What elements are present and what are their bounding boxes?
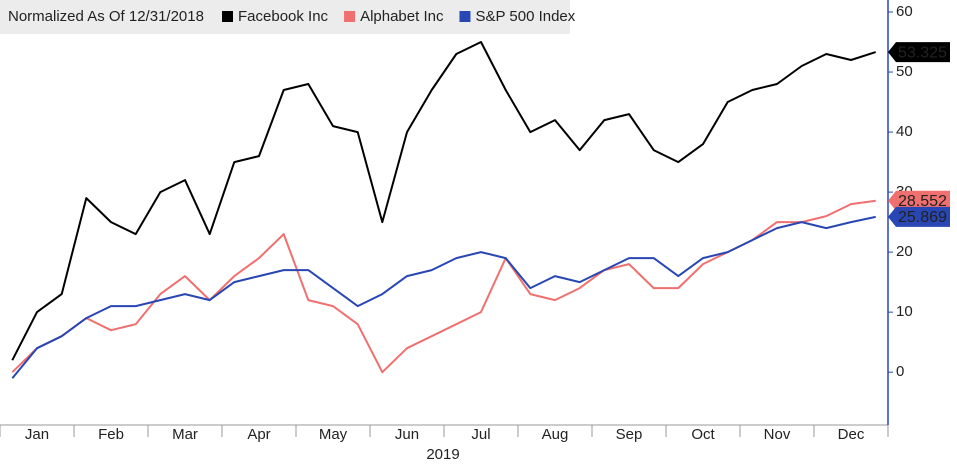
series-line — [11, 41, 877, 361]
legend-label: S&P 500 Index — [475, 8, 575, 25]
y-tick-label: 40 — [896, 123, 913, 140]
last-value-label: 28.552 — [898, 193, 947, 210]
last-value-label: 53.325 — [898, 44, 947, 61]
x-axis-label: 2019 — [426, 446, 459, 463]
x-tick-label: Jun — [395, 426, 419, 443]
x-tick-label: Mar — [172, 426, 198, 443]
x-tick-label: Jan — [25, 426, 49, 443]
series-line — [11, 199, 876, 374]
legend-swatch — [344, 11, 356, 22]
legend-label: Facebook Inc — [238, 8, 329, 25]
last-value-tag — [888, 42, 950, 63]
x-tick-label: Oct — [691, 426, 715, 443]
y-tick-label: 20 — [896, 243, 913, 260]
y-tick-label: 50 — [896, 63, 913, 80]
x-tick-label: Nov — [764, 426, 791, 443]
x-tick-label: Jul — [471, 426, 490, 443]
legend-title: Normalized As Of 12/31/2018 — [8, 8, 204, 25]
x-tick-label: Sep — [616, 426, 643, 443]
y-tick-label: 10 — [896, 303, 913, 320]
x-tick-label: Aug — [542, 426, 569, 443]
x-tick-label: May — [319, 426, 348, 443]
legend-swatch — [222, 11, 233, 22]
x-tick-label: Dec — [838, 426, 865, 443]
y-tick-label: 60 — [896, 3, 913, 20]
y-tick-label: 0 — [896, 363, 904, 380]
x-tick-label: Feb — [98, 426, 124, 443]
legend-label: Alphabet Inc — [360, 8, 444, 25]
x-tick-label: Apr — [247, 426, 270, 443]
legend-background — [0, 0, 570, 34]
last-value-tag — [888, 190, 950, 211]
legend-swatch — [459, 11, 471, 22]
last-value-tag — [888, 206, 950, 227]
series-line — [11, 215, 876, 379]
last-value-label: 25.869 — [898, 209, 947, 226]
